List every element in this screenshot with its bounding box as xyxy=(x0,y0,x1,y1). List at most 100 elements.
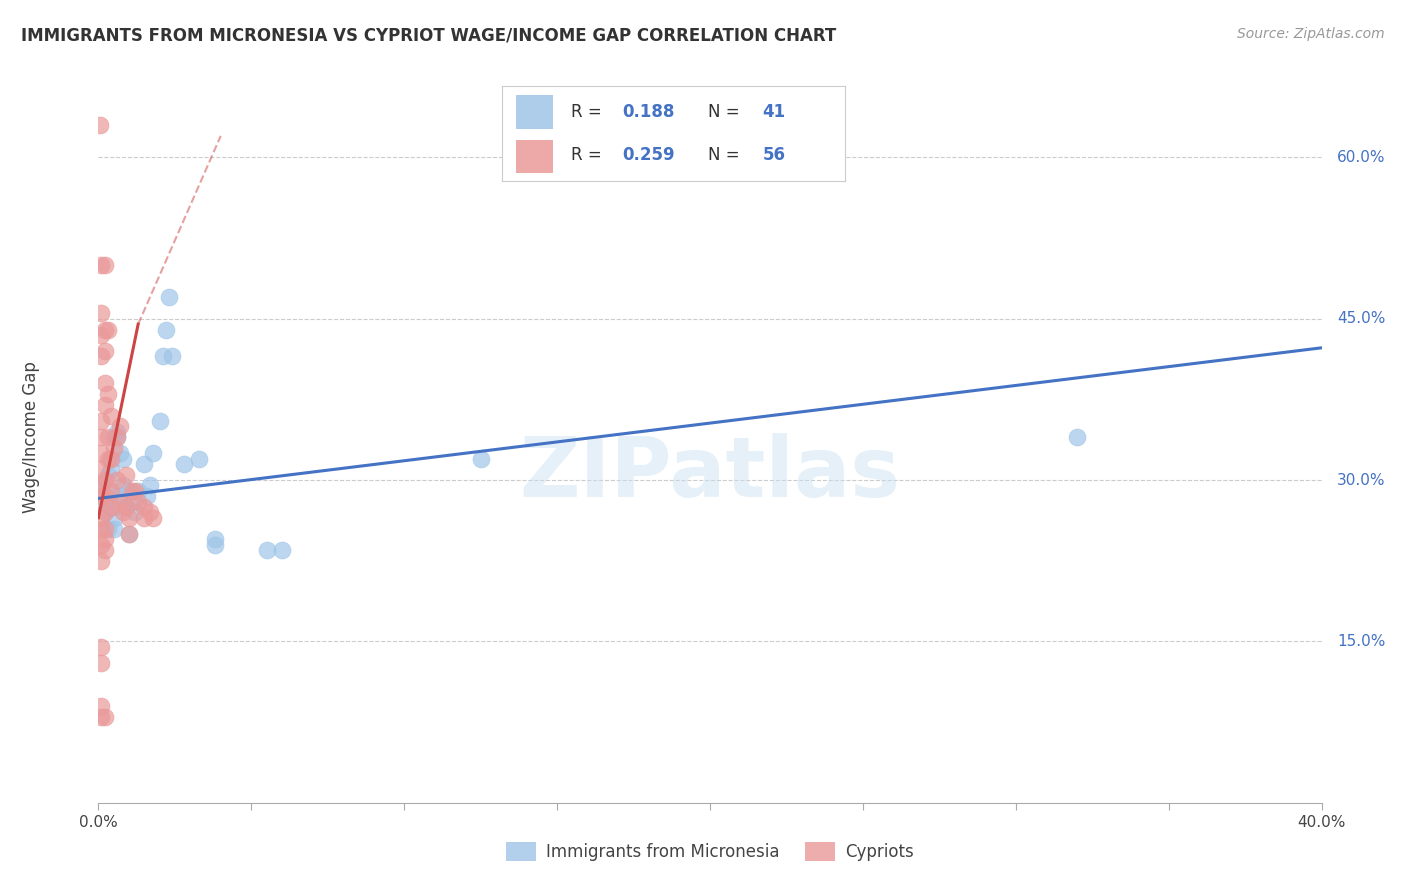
Point xyxy=(103,510,125,524)
Point xyxy=(124,505,146,519)
Point xyxy=(93,494,115,508)
Point xyxy=(108,419,131,434)
Text: 30.0%: 30.0% xyxy=(1337,473,1385,488)
Point xyxy=(157,290,180,304)
Point xyxy=(100,451,122,466)
Point xyxy=(105,473,128,487)
Point xyxy=(1066,430,1088,444)
Point xyxy=(90,478,112,492)
Point xyxy=(105,430,128,444)
Point xyxy=(90,698,112,713)
Point xyxy=(90,462,112,476)
Point xyxy=(270,543,292,558)
Point xyxy=(204,538,226,552)
Point xyxy=(97,467,120,482)
Point xyxy=(108,489,131,503)
Point xyxy=(127,483,149,498)
Point xyxy=(97,451,120,466)
Point xyxy=(115,500,138,514)
Point xyxy=(93,505,115,519)
Point xyxy=(90,710,112,724)
Point xyxy=(160,350,183,364)
Point xyxy=(118,527,141,541)
Text: 15.0%: 15.0% xyxy=(1337,634,1385,649)
Point xyxy=(115,467,138,482)
Point xyxy=(90,306,112,320)
Point xyxy=(93,521,115,535)
Point xyxy=(93,398,115,412)
Point xyxy=(93,344,115,359)
Text: 60.0%: 60.0% xyxy=(1337,150,1385,165)
Point xyxy=(90,258,112,272)
Point xyxy=(118,483,141,498)
Point xyxy=(149,414,172,428)
Point xyxy=(256,543,278,558)
Point xyxy=(188,451,211,466)
Point xyxy=(90,538,112,552)
Point xyxy=(90,446,112,460)
Point xyxy=(97,322,120,336)
Point xyxy=(103,500,125,514)
Point xyxy=(100,483,122,498)
Point xyxy=(90,414,112,428)
Point xyxy=(111,505,134,519)
Text: ZIPatlas: ZIPatlas xyxy=(520,434,900,514)
Point xyxy=(470,451,492,466)
Text: Wage/Income Gap: Wage/Income Gap xyxy=(22,361,41,513)
Point xyxy=(124,483,146,498)
Point xyxy=(89,118,111,132)
Point xyxy=(103,430,125,444)
Point xyxy=(134,500,156,514)
Point xyxy=(100,500,122,514)
Text: Source: ZipAtlas.com: Source: ZipAtlas.com xyxy=(1237,27,1385,41)
Point xyxy=(127,494,149,508)
Point xyxy=(105,430,128,444)
Point xyxy=(90,640,112,654)
Point xyxy=(121,494,143,508)
Point xyxy=(100,409,122,423)
Point xyxy=(93,505,115,519)
Point xyxy=(90,489,112,503)
Point xyxy=(93,489,115,503)
Point xyxy=(90,430,112,444)
Point xyxy=(142,446,165,460)
Point xyxy=(90,350,112,364)
Point xyxy=(90,521,112,535)
Point xyxy=(90,327,112,342)
Point xyxy=(100,462,122,476)
Point xyxy=(93,322,115,336)
Point xyxy=(103,521,125,535)
Point xyxy=(136,489,159,503)
Point xyxy=(97,483,120,498)
Point xyxy=(97,430,120,444)
Point xyxy=(90,554,112,568)
Point xyxy=(118,510,141,524)
Point xyxy=(134,510,156,524)
Point xyxy=(97,387,120,401)
Point xyxy=(105,425,128,439)
Point xyxy=(93,376,115,391)
Point xyxy=(139,478,162,492)
Point xyxy=(100,451,122,466)
Point xyxy=(142,510,165,524)
Point xyxy=(155,322,177,336)
Point xyxy=(103,441,125,455)
Legend: Immigrants from Micronesia, Cypriots: Immigrants from Micronesia, Cypriots xyxy=(499,835,921,868)
Point xyxy=(97,521,120,535)
Point xyxy=(93,543,115,558)
Point xyxy=(108,494,131,508)
Point xyxy=(90,478,112,492)
Point xyxy=(115,500,138,514)
Point xyxy=(111,451,134,466)
Point xyxy=(93,533,115,547)
Point xyxy=(118,527,141,541)
Text: IMMIGRANTS FROM MICRONESIA VS CYPRIOT WAGE/INCOME GAP CORRELATION CHART: IMMIGRANTS FROM MICRONESIA VS CYPRIOT WA… xyxy=(21,27,837,45)
Point xyxy=(93,710,115,724)
Point xyxy=(139,505,162,519)
Point xyxy=(121,483,143,498)
Point xyxy=(93,473,115,487)
Point xyxy=(173,457,195,471)
Point xyxy=(111,478,134,492)
Point xyxy=(108,446,131,460)
Text: 45.0%: 45.0% xyxy=(1337,311,1385,326)
